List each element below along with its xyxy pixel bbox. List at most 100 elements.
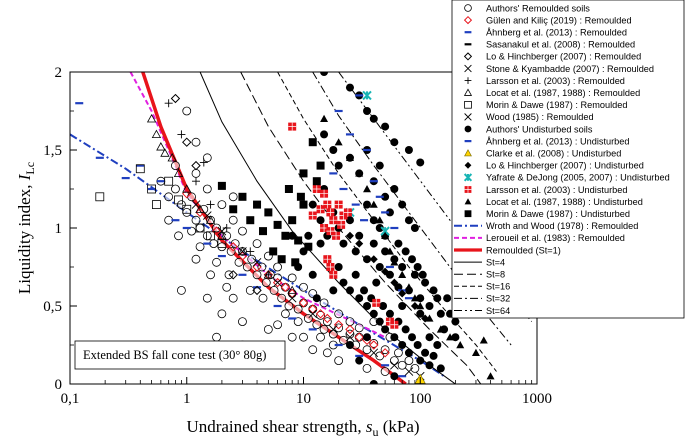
data-point [287, 288, 297, 299]
legend-label: St=4 [486, 257, 505, 267]
data-point [345, 153, 354, 161]
data-point [319, 324, 329, 334]
data-point [299, 282, 308, 292]
legend: Authors' Remoulded soils Gülen and Kiliç … [451, 0, 685, 319]
y-tick-label: 2 [55, 65, 63, 81]
data-point [263, 269, 274, 279]
data-point [182, 184, 192, 193]
data-point [308, 309, 318, 319]
legend-entry: Gülen and Kiliç (2019) : Remoulded [463, 15, 632, 25]
data-point [404, 146, 413, 154]
data-point [294, 236, 303, 245]
data-point [369, 340, 379, 350]
data-point [390, 258, 399, 266]
data-point [362, 363, 372, 373]
data-point [319, 298, 329, 308]
x-axis-title: Undrained shear strength, su (kPa) [186, 417, 419, 439]
data-point [390, 372, 399, 381]
data-point [320, 189, 329, 198]
data-point [339, 239, 348, 248]
data-point [429, 351, 438, 360]
data-point [322, 317, 332, 327]
data-point [363, 255, 372, 264]
legend-symbol [464, 77, 472, 84]
data-point [360, 286, 369, 295]
x-tick-label: 10 [296, 391, 311, 407]
data-point [252, 258, 262, 267]
data-point [332, 231, 341, 240]
legend-symbol [464, 101, 472, 109]
legend-label: Larsson et al. (2003) : Undisturbed [486, 185, 627, 195]
tick-layer: 0,1 1 10 100 1000 0 0,5 1 1,5 2 [43, 65, 552, 407]
data-point [379, 302, 388, 310]
data-point [416, 302, 425, 310]
data-point [322, 313, 333, 324]
data-point [381, 192, 390, 201]
data-point [345, 231, 354, 240]
data-point [334, 356, 344, 366]
data-point [433, 341, 442, 349]
data-point-cross [329, 216, 338, 225]
legend-entry: Åhnberg et al. (2013) : Remoulded [464, 28, 627, 38]
data-point-cross [332, 231, 341, 240]
data-point [385, 247, 394, 255]
data-point [410, 294, 419, 302]
data-point-cross [372, 298, 381, 307]
legend-label: Lo & Hinchberger (2007) : Remoulded [486, 52, 641, 62]
legend-label: Leroueil et al. (1983) : Remoulded [486, 233, 625, 243]
data-point [177, 285, 186, 295]
data-point [369, 339, 379, 348]
data-point [354, 332, 364, 342]
data-point [390, 185, 399, 193]
data-point [375, 224, 384, 232]
data-point [355, 239, 364, 248]
data-point [182, 204, 192, 214]
data-point [173, 168, 184, 178]
legend-label: Morin & Dawe (1987) : Undisturbed [486, 209, 630, 219]
data-point [416, 294, 425, 303]
data-point [95, 192, 105, 202]
data-point [398, 263, 407, 271]
data-point [410, 302, 419, 310]
data-point [191, 160, 201, 171]
data-point-cross [334, 200, 343, 209]
series-locat-et-al-1987-1988-remoulded [146, 113, 297, 295]
data-point [345, 317, 355, 327]
data-point [408, 333, 417, 342]
data-point [369, 348, 379, 358]
data-point [228, 242, 238, 252]
legend-label: Clarke et al. (2008) : Undisturbed [486, 149, 621, 159]
legend-label: Locat et al. (1987, 1988) : Remoulded [486, 88, 640, 98]
data-point [238, 192, 247, 201]
curve-st-8 [240, 72, 482, 384]
data-point [308, 200, 317, 209]
data-point [363, 200, 372, 209]
data-point [333, 320, 344, 330]
data-point [191, 137, 201, 147]
data-point [308, 304, 318, 314]
data-point [171, 161, 180, 171]
data-point [160, 148, 170, 157]
data-point [308, 270, 317, 279]
data-point [328, 325, 338, 334]
data-point [381, 122, 390, 131]
data-point [182, 207, 192, 217]
data-point [429, 286, 438, 295]
data-point [398, 289, 407, 298]
data-point [398, 270, 407, 278]
curve-st-16 [277, 72, 497, 372]
data-point [277, 255, 286, 264]
data-point [177, 200, 186, 210]
data-point [372, 278, 381, 287]
data-point [202, 153, 212, 163]
data-point [381, 267, 390, 276]
data-point [362, 90, 372, 101]
data-point [238, 247, 247, 256]
data-point [456, 341, 465, 349]
data-point [228, 215, 238, 225]
data-point [394, 239, 403, 248]
data-point [174, 195, 183, 205]
data-point [205, 215, 216, 224]
data-point [380, 345, 390, 355]
